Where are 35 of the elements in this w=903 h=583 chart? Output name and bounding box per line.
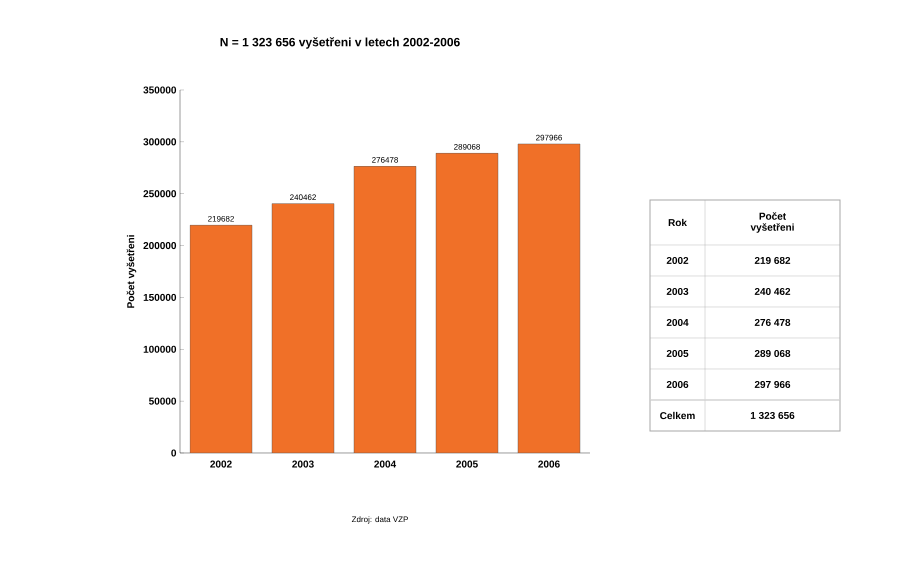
category-label: 2005 (666, 350, 688, 358)
category-label: 2006 (666, 380, 688, 388)
text: 297 966 (754, 380, 790, 388)
data-label: 289068 (454, 144, 480, 150)
text: Počet vyšetřeni (750, 212, 794, 233)
x-tick-label: 2004 (374, 460, 396, 468)
y-tick-label: 300000 (143, 138, 176, 146)
text: 276 478 (754, 318, 790, 326)
x-tick-label: 2002 (210, 460, 232, 468)
text: 240 462 (754, 288, 790, 296)
x-tick-label: 2005 (456, 460, 478, 468)
category-label: 2003 (666, 288, 688, 296)
data-label: 276478 (372, 157, 398, 163)
y-tick-label: 100000 (144, 346, 176, 353)
data-label: 297966 (536, 134, 562, 140)
y-tick-label: 150000 (144, 294, 176, 301)
text: 219 682 (754, 256, 790, 264)
x-tick-label: 2006 (538, 460, 560, 468)
text: Zdroj: data VZP (352, 516, 408, 524)
category-label: 2004 (666, 318, 689, 326)
y-axis-title: Počet vyšetřeni (126, 235, 136, 308)
x-tick-label: 2003 (292, 460, 314, 468)
text: Celkem (660, 412, 695, 420)
y-tick-label: 50000 (148, 398, 176, 405)
text: 289 068 (754, 350, 790, 358)
y-tick-label: 0 (171, 449, 176, 457)
chart-title: N = 1 323 656 vyšetřeni v letech 2002-2006 (220, 37, 460, 49)
y-tick-label: 250000 (143, 190, 176, 198)
data-label: 240462 (290, 194, 316, 200)
text: 1 323 656 (750, 412, 794, 420)
y-tick-label: 200000 (143, 242, 176, 250)
data-label: 219682 (208, 216, 234, 222)
text: Rok (668, 218, 687, 226)
category-label: 2002 (666, 256, 688, 264)
y-tick-label: 350000 (143, 86, 176, 94)
